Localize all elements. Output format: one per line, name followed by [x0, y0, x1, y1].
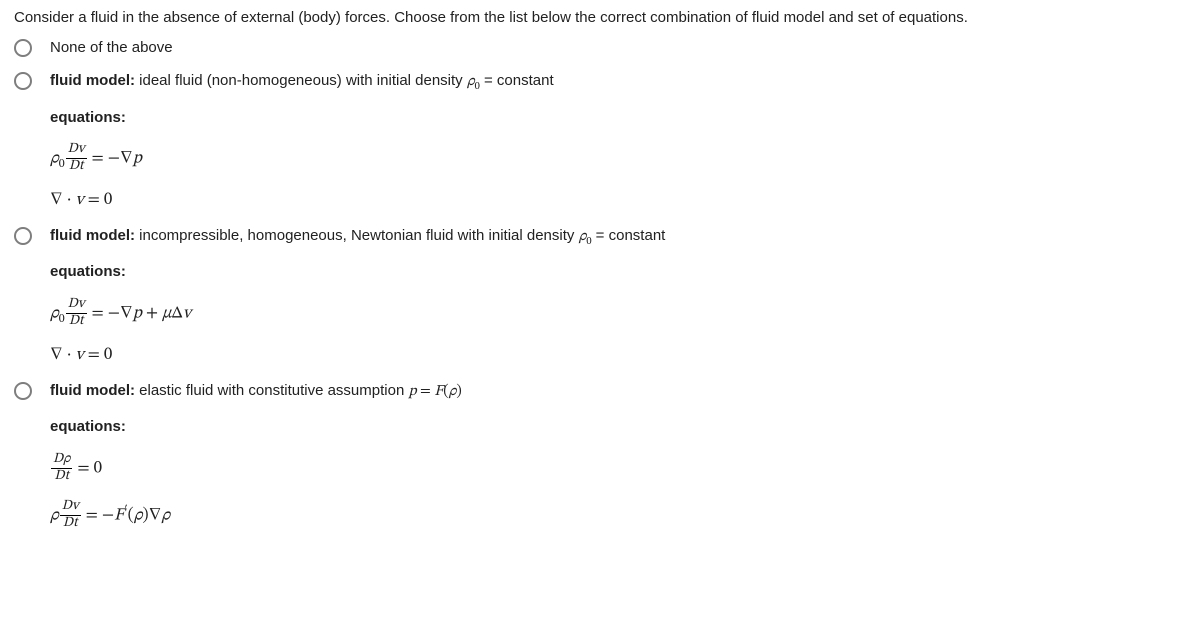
question-prompt: Consider a fluid in the absence of exter… [14, 8, 1186, 28]
equations-label: equations: [50, 108, 1186, 128]
option-d-model-text: elastic fluid with constitutive assumpti… [135, 382, 408, 399]
option-d-eq2: ρDvDt = −F′(ρ)∇ρ [50, 500, 1186, 531]
constant-label: constant [497, 72, 554, 89]
option-c-eq2: ∇ · v = 0 [50, 345, 1186, 367]
option-b-model-text: ideal fluid (non-homogeneous) with initi… [135, 72, 467, 89]
radio-icon[interactable] [14, 382, 32, 400]
fluid-model-label: fluid model: [50, 72, 135, 89]
fluid-model-label: fluid model: [50, 227, 135, 244]
option-c-model-text: incompressible, homogeneous, Newtonian f… [135, 227, 579, 244]
constant-label: constant [609, 227, 666, 244]
equations-label: equations: [50, 417, 1186, 437]
fluid-model-label: fluid model: [50, 382, 135, 399]
radio-icon[interactable] [14, 227, 32, 245]
constitutive-rel: p = F(ρ) [408, 384, 461, 399]
option-b-model: fluid model: ideal fluid (non-homogeneou… [50, 71, 1186, 92]
option-d-model: fluid model: elastic fluid with constitu… [50, 381, 1186, 402]
option-b-eq2: ∇ · v = 0 [50, 190, 1186, 212]
rho0-symbol: ρ0 [579, 229, 592, 244]
option-a-text: None of the above [50, 38, 1186, 58]
eq-sign: = [480, 72, 497, 89]
option-b-eq1: ρ0DvDt = −∇p [50, 143, 1186, 174]
radio-icon[interactable] [14, 39, 32, 57]
options-list: None of the above fluid model: ideal flu… [14, 38, 1186, 531]
option-c-eq1: ρ0DvDt = −∇p + μΔv [50, 298, 1186, 329]
option-a[interactable]: None of the above [14, 38, 1186, 58]
option-c[interactable]: fluid model: incompressible, homogeneous… [14, 226, 1186, 367]
radio-icon[interactable] [14, 72, 32, 90]
eq-sign: = [592, 227, 609, 244]
option-d[interactable]: fluid model: elastic fluid with constitu… [14, 381, 1186, 531]
option-c-model: fluid model: incompressible, homogeneous… [50, 226, 1186, 247]
option-d-eq1: DρDt = 0 [50, 453, 1186, 484]
rho0-symbol: ρ0 [467, 74, 480, 89]
equations-label: equations: [50, 262, 1186, 282]
option-b[interactable]: fluid model: ideal fluid (non-homogeneou… [14, 71, 1186, 212]
